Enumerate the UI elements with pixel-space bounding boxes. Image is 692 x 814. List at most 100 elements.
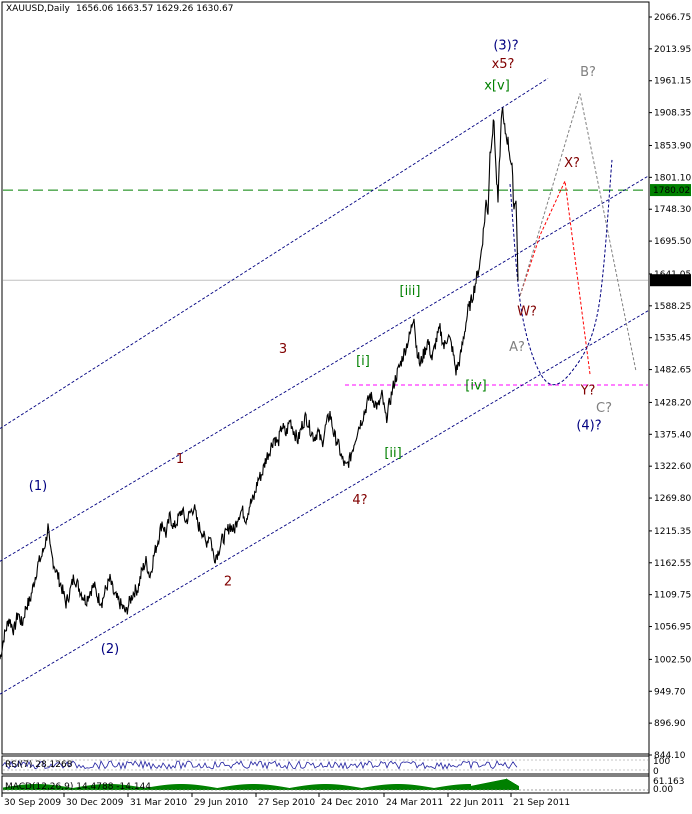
macd-bar — [514, 783, 515, 790]
macd-bar — [284, 787, 285, 790]
price-tag-label: 1630.67 — [653, 276, 690, 286]
macd-bar — [102, 784, 103, 790]
macd-bar — [248, 784, 249, 790]
macd-bar — [168, 784, 169, 790]
macd-bar — [41, 784, 42, 790]
macd-bar — [449, 785, 450, 790]
macd-bar — [476, 784, 477, 790]
macd-bar — [176, 784, 177, 790]
macd-bar — [293, 787, 294, 790]
macd-bar — [437, 787, 438, 790]
macd-bar — [287, 787, 288, 790]
wave-label: [iv] — [465, 378, 486, 393]
macd-bar — [133, 786, 134, 790]
macd-bar — [233, 785, 234, 790]
level-lines — [3, 189, 648, 386]
macd-bar — [174, 784, 175, 790]
macd-bar — [342, 785, 343, 790]
x-tick-label: 30 Dec 2009 — [66, 798, 124, 808]
macd-bar — [23, 784, 24, 790]
macd-bar — [389, 784, 390, 790]
macd-bar — [385, 784, 386, 790]
macd-bar — [162, 785, 163, 790]
macd-bar — [182, 784, 183, 790]
macd-bar — [491, 781, 492, 790]
macd-bar — [153, 786, 154, 790]
macd-bar — [65, 786, 66, 790]
macd-bar — [245, 784, 246, 790]
wave-label: 3 — [279, 342, 287, 357]
macd-bar — [356, 787, 357, 790]
macd-bar — [501, 779, 502, 790]
macd-bar — [477, 784, 478, 790]
macd-bar — [47, 784, 48, 790]
macd-bar — [209, 786, 210, 790]
macd-bar — [54, 785, 55, 790]
macd-bar — [486, 782, 487, 790]
macd-bar — [432, 787, 433, 790]
macd-bar — [120, 784, 121, 790]
macd-bar — [454, 784, 455, 790]
macd-bar — [260, 784, 261, 790]
macd-bar — [146, 787, 147, 790]
macd-bar — [98, 784, 99, 790]
macd-bar — [292, 787, 293, 790]
macd-bar — [210, 786, 211, 790]
macd-bar — [56, 785, 57, 790]
macd-bar — [303, 785, 304, 790]
macd-bar — [290, 787, 291, 790]
macd-bar — [170, 784, 171, 790]
macd-bar — [83, 786, 84, 790]
macd-bar — [87, 785, 88, 790]
macd-bar — [212, 787, 213, 790]
macd-bar — [263, 784, 264, 790]
macd-bar — [124, 784, 125, 790]
macd-bar — [114, 784, 115, 790]
macd-bar — [185, 784, 186, 790]
macd-bar — [408, 784, 409, 790]
macd-bar — [106, 784, 107, 790]
macd-bar — [200, 785, 201, 790]
macd-bar — [103, 784, 104, 790]
y-tick-label: 1002.50 — [654, 655, 691, 665]
macd-bar — [458, 784, 459, 790]
macd-bar — [403, 784, 404, 790]
macd-bar — [178, 784, 179, 790]
macd-bar — [204, 785, 205, 790]
macd-bar — [51, 784, 52, 790]
macd-bar — [322, 784, 323, 790]
macd-bar — [187, 784, 188, 790]
wave-label: x5? — [492, 57, 515, 72]
y-tick-label: 1748.30 — [654, 205, 691, 215]
macd-bar — [364, 787, 365, 790]
macd-bar — [9, 786, 10, 790]
macd-bar — [244, 784, 245, 790]
macd-bar — [325, 784, 326, 790]
macd-bar — [370, 786, 371, 790]
macd-bar — [22, 784, 23, 790]
y-tick-label: 1109.75 — [654, 591, 691, 601]
macd-bar — [42, 784, 43, 790]
macd-bar — [82, 786, 83, 790]
macd-bar — [405, 784, 406, 790]
macd-bar — [450, 785, 451, 790]
macd-bar — [142, 787, 143, 790]
macd-bar — [457, 784, 458, 790]
macd-bar — [220, 787, 221, 790]
macd-bar — [423, 786, 424, 790]
macd-bar — [365, 787, 366, 790]
macd-bar — [412, 784, 413, 790]
price-tags: 1780.02 1630.67 — [650, 184, 691, 287]
macd-bar — [459, 784, 460, 790]
rsi-line — [2, 759, 518, 771]
macd-bar — [62, 786, 63, 790]
macd-bar — [226, 786, 227, 790]
wave-label: (3)? — [493, 38, 518, 53]
macd-bar — [61, 786, 62, 790]
macd-bar — [280, 786, 281, 790]
macd-bar — [509, 780, 510, 790]
macd-bar — [79, 786, 80, 790]
macd-bar — [314, 784, 315, 790]
macd-bar — [372, 786, 373, 790]
macd-bar — [460, 784, 461, 790]
